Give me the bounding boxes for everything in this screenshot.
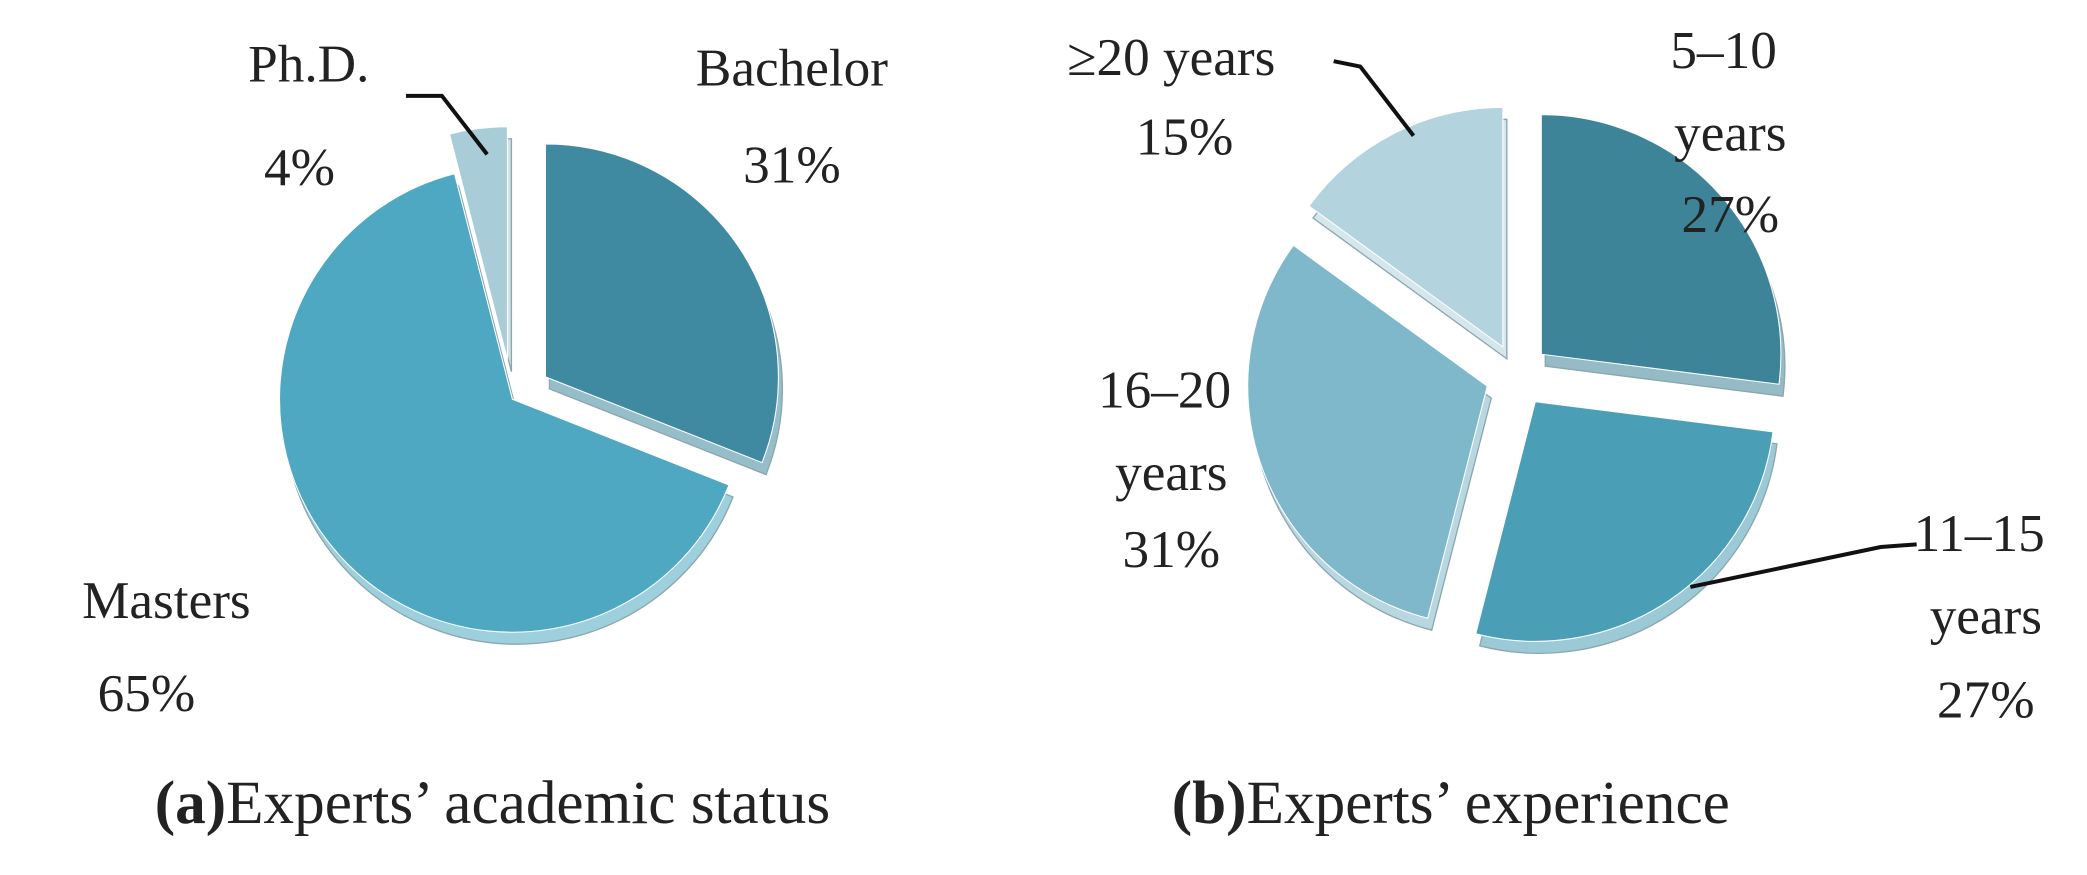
category-label: 5–10 years: [1670, 21, 1790, 163]
slice: [544, 143, 779, 464]
category-label: Bachelor: [696, 38, 888, 97]
leader-line: [405, 93, 489, 156]
figure-content: Bachelor31%Masters65%Ph.D.4%(a)Experts’ …: [82, 21, 2058, 837]
slice: [1540, 114, 1782, 385]
category-label: 11–15 years: [1914, 504, 2058, 646]
slice: [278, 173, 730, 633]
panel-label: (b): [1172, 769, 1247, 837]
slice: [1247, 244, 1488, 619]
value-label: 27%: [1937, 671, 2035, 730]
slice: [1475, 401, 1774, 642]
caption-title: Experts’ academic status: [226, 769, 830, 837]
value-label: 15%: [1136, 108, 1234, 167]
value-label: 65%: [98, 664, 196, 723]
category-label: ≥20 years: [1067, 28, 1275, 87]
slice: [1308, 106, 1504, 348]
pie-chart: Bachelor 31% Masters 65% Ph.D. 4% (a)Experts’ …: [82, 34, 888, 837]
value-label: 4%: [264, 138, 335, 197]
value-label: 27%: [1682, 185, 1780, 244]
category-label: 16–20 years: [1098, 361, 1244, 503]
value-label: 31%: [1122, 520, 1220, 579]
caption: (a)Experts’ academic status: [155, 769, 830, 837]
category-label: Masters: [82, 571, 251, 630]
slice: [448, 126, 508, 360]
leader-line: [1333, 59, 1416, 137]
pie-chart: 5–10 years 27% 11–15 years 27% 16–20 years 31…: [1067, 21, 2058, 837]
panel-label: (a): [155, 769, 226, 837]
value-label: 31%: [743, 136, 841, 195]
caption: (b)Experts’ experience: [1172, 769, 1730, 837]
category-label: Ph.D.: [248, 34, 369, 93]
caption-title: Experts’ experience: [1247, 769, 1730, 837]
leader-line: [1689, 542, 1917, 589]
